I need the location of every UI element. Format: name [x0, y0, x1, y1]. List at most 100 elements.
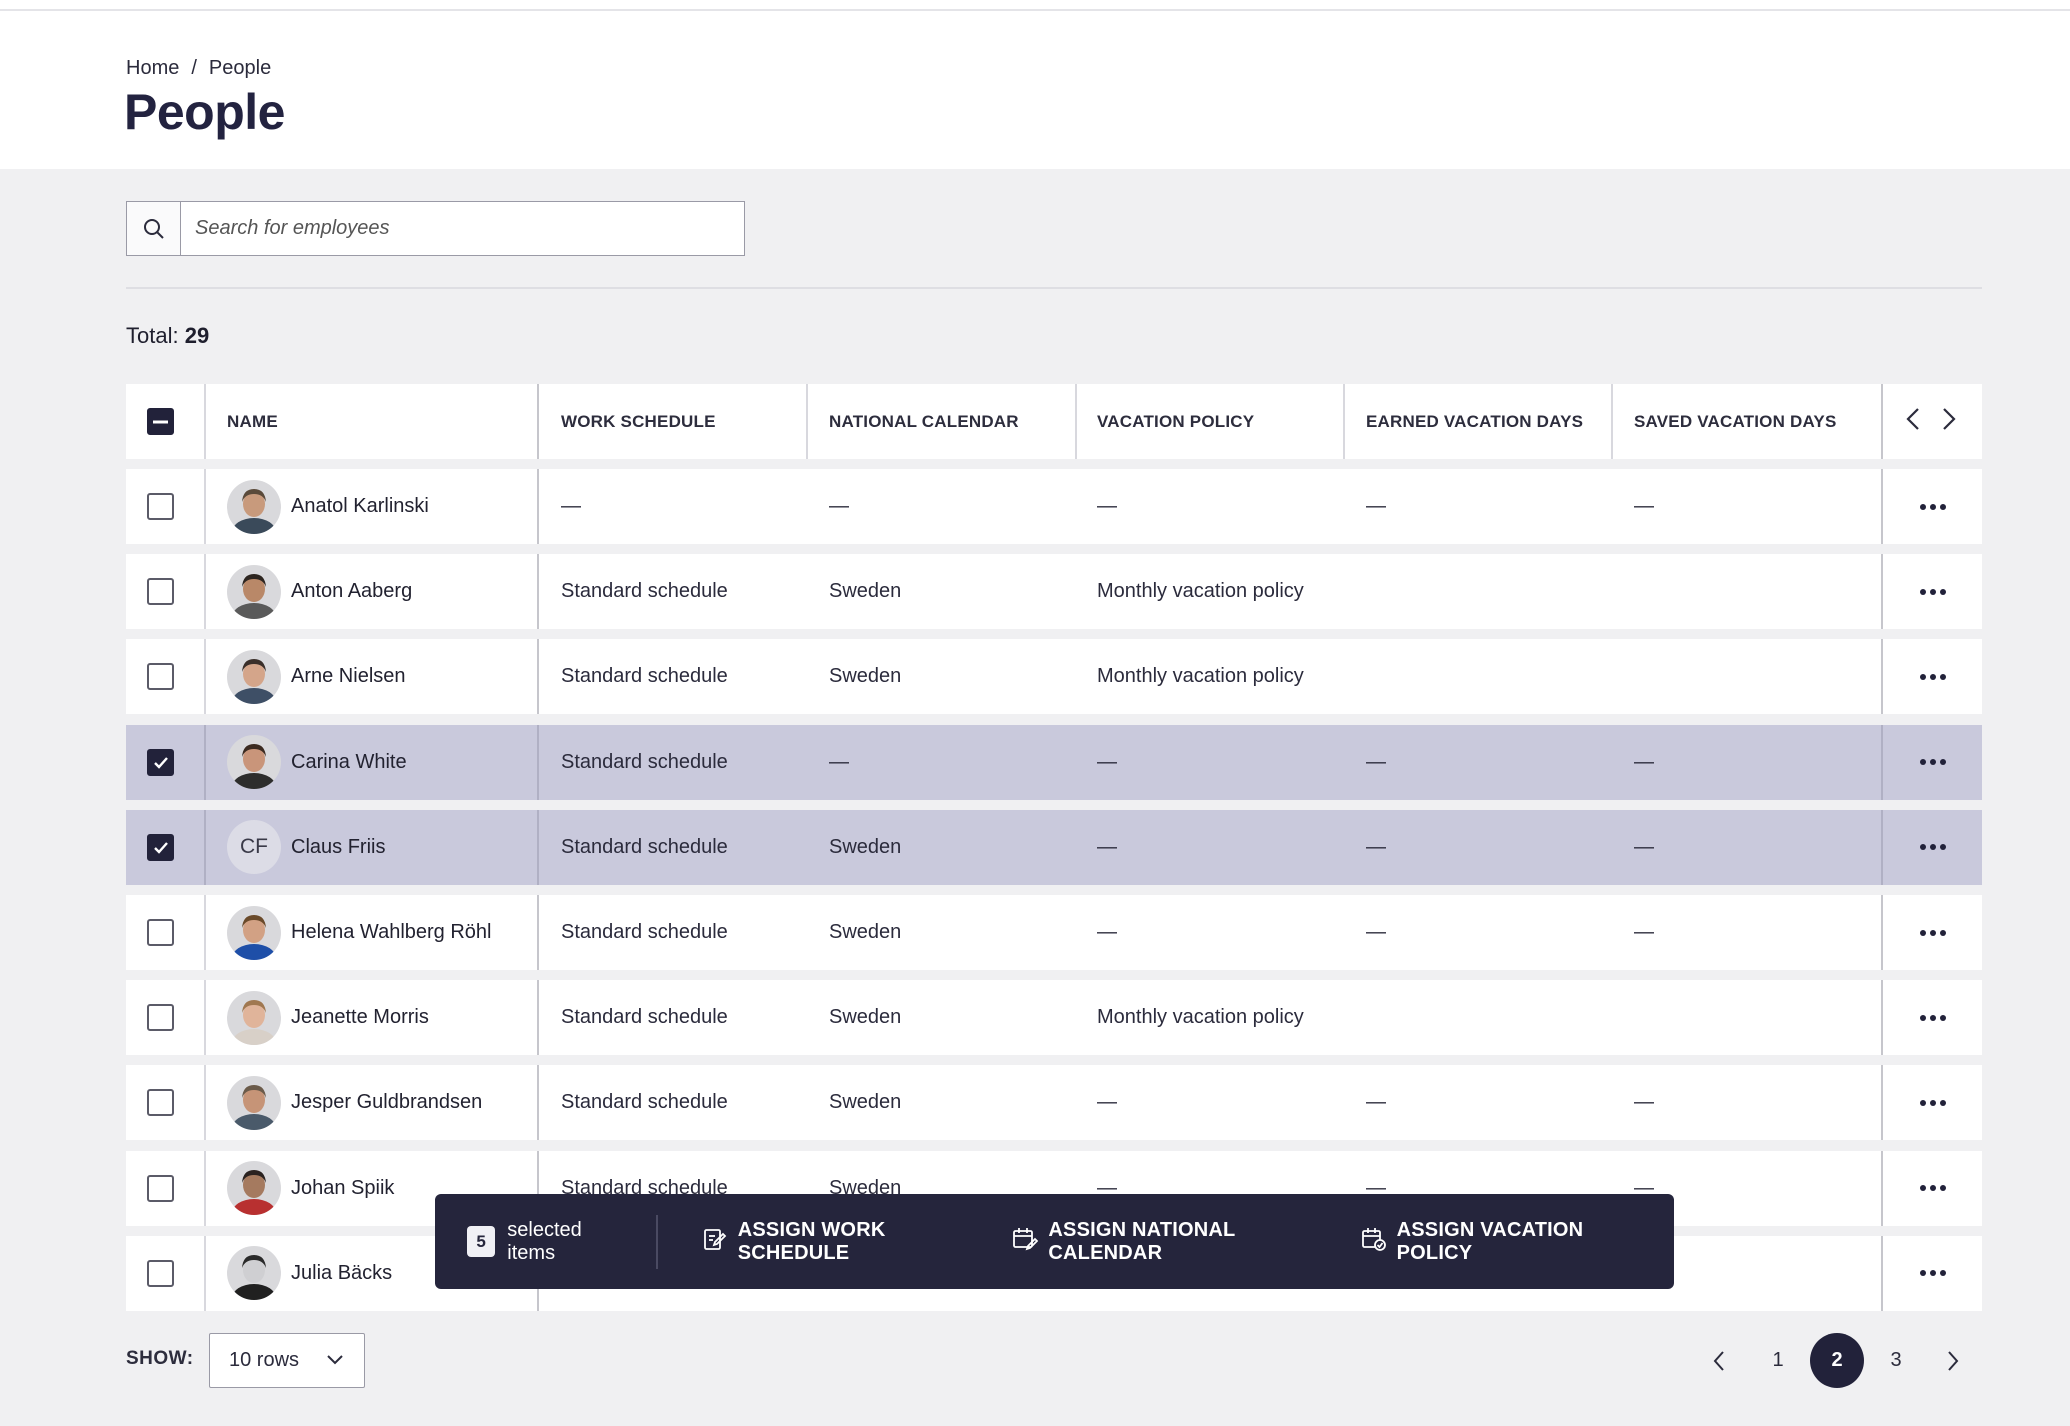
national-calendar-cell: Sweden [829, 835, 902, 858]
search-icon[interactable] [127, 202, 181, 255]
row-checkbox[interactable] [147, 1259, 174, 1287]
row-actions-cell [1883, 1236, 1982, 1311]
employee-name[interactable]: Anton Aaberg [291, 580, 413, 603]
total-label: Total: [126, 323, 179, 348]
row-actions-cell [1883, 725, 1982, 800]
more-options-icon[interactable] [1883, 1099, 1982, 1106]
more-options-icon[interactable] [1883, 673, 1982, 680]
name-cell: Johan Spiik [227, 1151, 394, 1226]
divider [126, 287, 1982, 289]
employee-name[interactable]: Jeanette Morris [291, 1006, 429, 1029]
breadcrumb-home-link[interactable]: Home [126, 57, 180, 79]
pagination-next-button[interactable] [1926, 1333, 1980, 1388]
row-checkbox[interactable] [147, 1004, 174, 1032]
rows-per-page-value: 10 rows [229, 1349, 300, 1371]
row-checkbox[interactable] [147, 578, 174, 606]
row-checkbox[interactable] [147, 748, 174, 776]
column-divider [1881, 895, 1883, 970]
saved-vacation-days-cell: — [1634, 750, 1654, 773]
select-all-checkbox[interactable] [147, 408, 174, 435]
more-options-icon[interactable] [1883, 588, 1982, 595]
column-header-national-calendar[interactable]: NATIONAL CALENDAR [829, 411, 1019, 431]
assign-vacation-policy-button[interactable]: ASSIGN VACATION POLICY [1361, 1219, 1638, 1265]
employee-name[interactable]: Arne Nielsen [291, 665, 406, 688]
page-title: People [124, 84, 285, 140]
more-options-icon[interactable] [1883, 844, 1982, 851]
employee-name[interactable]: Anatol Karlinski [291, 495, 429, 517]
column-header-name[interactable]: NAME [227, 411, 278, 431]
table-row[interactable]: Anatol Karlinski — — — — — [126, 469, 1982, 544]
column-divider [204, 1150, 206, 1226]
selected-count-badge: 5 [467, 1226, 496, 1257]
checkbox-cell [147, 469, 174, 544]
employee-name[interactable]: Jesper Guldbrandsen [291, 1091, 483, 1114]
chevron-right-icon[interactable] [1942, 407, 1956, 436]
row-actions-cell [1883, 1151, 1982, 1226]
row-actions-cell [1883, 980, 1982, 1055]
employee-name[interactable]: Helena Wahlberg Röhl [291, 921, 492, 943]
column-divider [1881, 469, 1883, 544]
earned-vacation-days-cell: — [1366, 750, 1386, 773]
show-label: SHOW: [126, 1348, 194, 1369]
assign-work-schedule-button[interactable]: ASSIGN WORK SCHEDULE [702, 1219, 977, 1265]
saved-vacation-days-cell: — [1634, 835, 1654, 858]
rows-per-page-select[interactable]: 10 rows [209, 1333, 365, 1388]
table-row[interactable]: Jeanette Morris Standard schedule Sweden… [126, 980, 1982, 1056]
column-header-vacation-policy[interactable]: VACATION POLICY [1097, 411, 1255, 431]
work-schedule-cell: Standard schedule [561, 1006, 728, 1029]
avatar [227, 649, 281, 704]
employee-name[interactable]: Johan Spiik [291, 1176, 395, 1199]
more-options-icon[interactable] [1883, 1185, 1982, 1192]
pagination-page-2[interactable]: 2 [1810, 1333, 1864, 1388]
row-checkbox[interactable] [147, 1174, 174, 1202]
pagination-page-1[interactable]: 1 [1772, 1349, 1784, 1371]
national-calendar-cell: Sweden [829, 580, 902, 603]
more-options-icon[interactable] [1883, 1014, 1982, 1021]
national-calendar-cell: Sweden [829, 1006, 902, 1029]
table-row[interactable]: Carina White Standard schedule — — — — [126, 724, 1982, 800]
search-input[interactable] [181, 202, 744, 255]
name-cell: Carina White [227, 725, 407, 800]
name-cell: Anton Aaberg [227, 554, 412, 629]
row-checkbox[interactable] [147, 833, 174, 861]
calendar-check-icon [1361, 1226, 1387, 1258]
row-checkbox[interactable] [147, 663, 174, 691]
employee-name[interactable]: Carina White [291, 750, 407, 773]
toolbar-divider [655, 1214, 658, 1269]
column-header-work-schedule[interactable]: WORK SCHEDULE [561, 411, 716, 431]
row-checkbox[interactable] [147, 1089, 174, 1117]
more-options-icon[interactable] [1883, 929, 1982, 936]
breadcrumb-separator: / [191, 57, 197, 79]
search-box [126, 201, 745, 256]
vacation-policy-cell: Monthly vacation policy [1097, 1006, 1304, 1029]
more-options-icon[interactable] [1883, 759, 1982, 766]
table-row[interactable]: Anton Aaberg Standard schedule Sweden Mo… [126, 554, 1982, 630]
column-header-saved-vacation-days[interactable]: SAVED VACATION DAYS [1634, 411, 1837, 431]
employee-name[interactable]: Julia Bäcks [291, 1261, 393, 1284]
column-divider [537, 384, 539, 459]
saved-vacation-days-cell: — [1634, 1176, 1654, 1199]
column-divider [1881, 809, 1883, 885]
table-row[interactable]: CF Claus Friis Standard schedule Sweden —… [126, 809, 1982, 885]
column-divider [204, 809, 206, 885]
table-row[interactable]: Arne Nielsen Standard schedule Sweden Mo… [126, 639, 1982, 715]
pagination-page-3[interactable]: 3 [1890, 1349, 1902, 1371]
table-row[interactable]: Helena Wahlberg Röhl Standard schedule S… [126, 895, 1982, 970]
pagination-prev-button[interactable] [1692, 1333, 1746, 1388]
more-options-icon[interactable] [1883, 503, 1982, 510]
assign-national-calendar-label: ASSIGN NATIONAL CALENDAR [1048, 1218, 1236, 1264]
row-checkbox[interactable] [147, 493, 174, 520]
chevron-left-icon[interactable] [1906, 407, 1920, 436]
employee-name[interactable]: Claus Friis [291, 835, 386, 858]
row-actions-cell [1883, 1065, 1982, 1140]
name-cell: CF Claus Friis [227, 810, 385, 885]
table-row[interactable]: Jesper Guldbrandsen Standard schedule Sw… [126, 1065, 1982, 1141]
assign-national-calendar-button[interactable]: ASSIGN NATIONAL CALENDAR [1012, 1219, 1324, 1265]
column-header-earned-vacation-days[interactable]: EARNED VACATION DAYS [1366, 411, 1584, 431]
earned-vacation-days-cell: — [1366, 835, 1386, 858]
national-calendar-cell: — [829, 750, 849, 773]
row-checkbox[interactable] [147, 919, 174, 946]
chevron-left-icon [1713, 1350, 1724, 1371]
more-options-icon[interactable] [1883, 1270, 1982, 1277]
checkbox-cell [147, 554, 174, 629]
